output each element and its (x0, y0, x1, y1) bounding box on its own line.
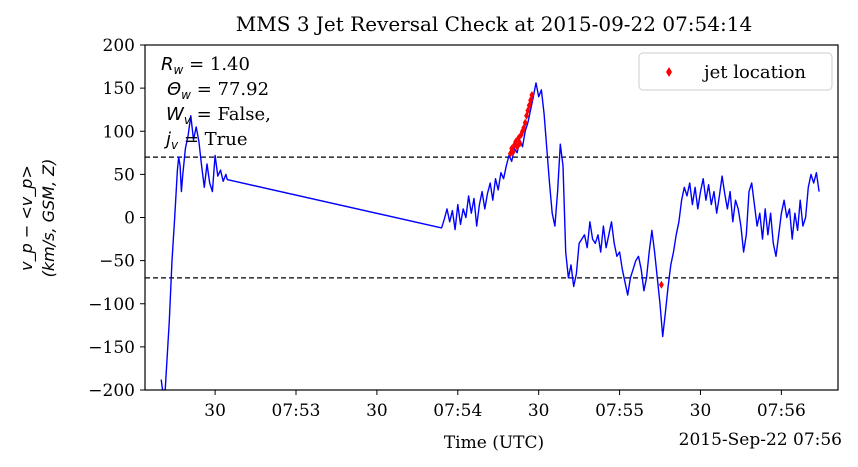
annotation-subscript-1: w (181, 88, 191, 102)
threshold-lines (145, 156, 838, 279)
annotation-value-0: = 1.40 (183, 54, 250, 75)
x-tick-label-7: 07:56 (757, 401, 806, 421)
jet-marker-2 (510, 147, 516, 156)
x-offset-label: 2015-Sep-22 07:56 (679, 430, 842, 450)
legend-frame (638, 52, 833, 91)
annotation-symbol-3: j (163, 129, 171, 150)
annotation-subscript-3: v (171, 138, 179, 152)
annotation-line-1: Θw = 77.92 (167, 79, 269, 102)
x-axis: 30 07:53 30 07:54 30 07:55 30 07:56 (204, 390, 806, 421)
y-axis-label: v_p − <v_p> (km/s, GSM, Z) (17, 159, 58, 278)
annotation-subscript-2: v (184, 113, 192, 127)
jet-marker-16 (529, 91, 535, 100)
series-line-0 (160, 82, 820, 390)
x-tick-label-3: 07:54 (433, 401, 482, 421)
y-axis-label-line2: (km/s, GSM, Z) (39, 159, 58, 278)
y-tick-label-2: 100 (103, 122, 135, 142)
jet-marker-7 (517, 139, 523, 148)
series-group (160, 82, 820, 390)
annotation-line-2: Wv = False, (166, 104, 271, 127)
y-tick-label-0: 200 (103, 36, 135, 56)
annotation-line-0: Rw = 1.40 (161, 54, 250, 77)
y-axis-label-line1: v_p − <v_p> (17, 165, 37, 271)
y-tick-label-8: −200 (88, 381, 135, 401)
jet-marker-1 (509, 144, 515, 153)
jet-markers (507, 91, 664, 289)
annotation-value-1: = 77.92 (191, 79, 269, 100)
x-tick-label-1: 07:53 (272, 401, 321, 421)
x-tick-label-2: 30 (366, 401, 388, 421)
y-tick-label-7: −150 (88, 338, 135, 358)
x-tick-label-5: 07:55 (595, 401, 644, 421)
annotation-value-3: = True (178, 129, 247, 150)
legend-jet-marker (666, 67, 672, 77)
chart-title: MMS 3 Jet Reversal Check at 2015-09-22 0… (236, 12, 752, 36)
annotation-symbol-2: W (166, 104, 185, 125)
y-tick-label-4: 0 (124, 209, 135, 229)
y-axis: 200 150 100 50 0 −50 −100 −150 −200 (88, 36, 145, 401)
annotation-subscript-0: w (174, 63, 184, 77)
x-tick-label-0: 30 (204, 401, 226, 421)
y-tick-label-5: −50 (99, 252, 135, 272)
legend-jet-label: jet location (702, 62, 806, 83)
annotation-line-3: jv = True (163, 129, 248, 152)
legend: jet location (638, 52, 833, 91)
y-tick-label-1: 150 (103, 79, 135, 99)
y-tick-label-6: −100 (88, 295, 135, 315)
jet-marker-11 (522, 118, 528, 127)
annotation-symbol-1: Θ (167, 79, 181, 100)
jet-marker-17 (658, 280, 664, 289)
x-tick-label-4: 30 (528, 401, 550, 421)
x-axis-label: Time (UTC) (444, 433, 544, 453)
y-tick-label-3: 50 (113, 165, 135, 185)
x-tick-label-6: 30 (690, 401, 712, 421)
annotation-symbol-0: R (161, 54, 174, 75)
annotation-value-2: = False, (191, 104, 271, 125)
